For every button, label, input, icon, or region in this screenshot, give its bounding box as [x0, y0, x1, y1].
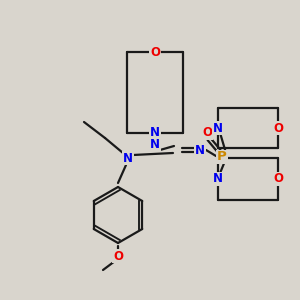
Text: O: O: [202, 127, 212, 140]
Text: O: O: [273, 122, 283, 134]
Text: N: N: [213, 172, 223, 185]
Text: N: N: [150, 139, 160, 152]
Text: N: N: [213, 122, 223, 134]
Text: P: P: [217, 151, 227, 164]
Text: N: N: [123, 152, 133, 164]
Text: N: N: [195, 143, 205, 157]
Text: O: O: [113, 250, 123, 262]
Text: O: O: [150, 46, 160, 59]
Text: O: O: [273, 172, 283, 185]
Text: N: N: [150, 127, 160, 140]
